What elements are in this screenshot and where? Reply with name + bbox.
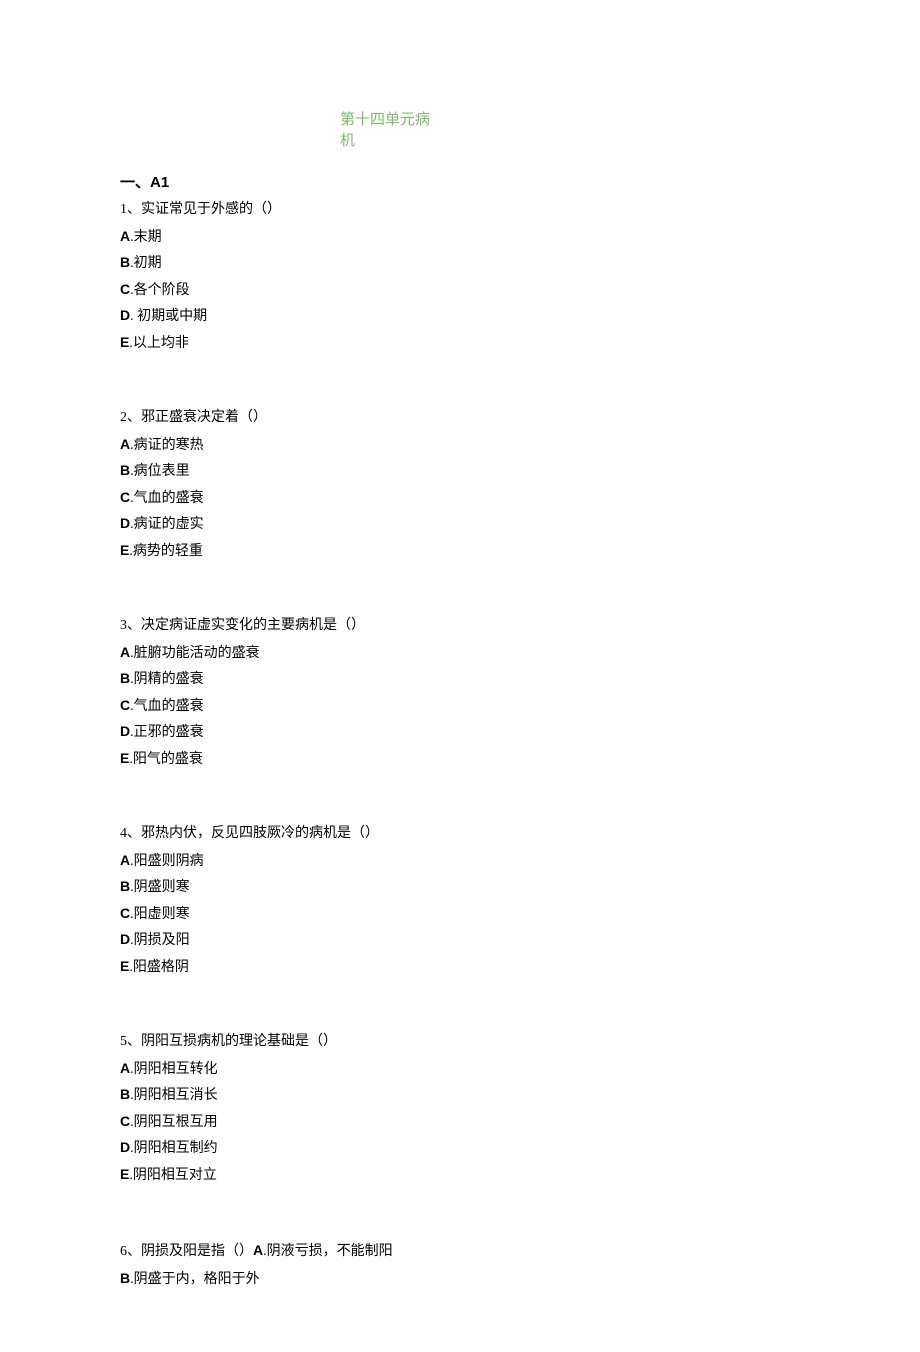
question-stem: 3、决定病证虚实变化的主要病机是（） (120, 614, 800, 639)
title-line-1: 第十四单元病 (340, 110, 480, 131)
option-c: C.阴阳互根互用 (120, 1109, 800, 1136)
option-a: A.病证的寒热 (120, 432, 800, 459)
option-b: B.初期 (120, 250, 800, 277)
question-stem: 5、阴阳互损病机的理论基础是（） (120, 1030, 800, 1055)
option-b: B.病位表里 (120, 458, 800, 485)
question-stem: 4、邪热内伏，反见四肢厥冷的病机是（） (120, 822, 800, 847)
option-a: A.阳盛则阴病 (120, 848, 800, 875)
unit-title: 第十四单元病 机 (340, 110, 480, 152)
option-b: B.阴盛于内，格阳于外 (120, 1266, 800, 1293)
option-a: A.阴阳相互转化 (120, 1056, 800, 1083)
option-d: D.阴损及阳 (120, 927, 800, 954)
question-stem: 1、实证常见于外感的（） (120, 198, 800, 223)
option-a: A.脏腑功能活动的盛衰 (120, 640, 800, 667)
option-d: D.病证的虚实 (120, 511, 800, 538)
section-heading: 一、A1 (120, 170, 800, 196)
question-5: 5、阴阳互损病机的理论基础是（） A.阴阳相互转化 B.阴阳相互消长 C.阴阳互… (120, 1030, 800, 1188)
question-6: 6、阴损及阳是指（）A.阴液亏损，不能制阳 B.阴盛于内，格阳于外 (120, 1238, 800, 1292)
option-b: B.阴盛则寒 (120, 874, 800, 901)
option-a: A.末期 (120, 224, 800, 251)
document-page: 第十四单元病 机 一、A1 1、实证常见于外感的（） A.末期 B.初期 C.各… (0, 0, 920, 1352)
question-1: 1、实证常见于外感的（） A.末期 B.初期 C.各个阶段 D. 初期或中期 E… (120, 198, 800, 356)
question-4: 4、邪热内伏，反见四肢厥冷的病机是（） A.阳盛则阴病 B.阴盛则寒 C.阳虚则… (120, 822, 800, 980)
question-stem: 6、阴损及阳是指（）A.阴液亏损，不能制阳 (120, 1238, 800, 1265)
option-b: B.阴阳相互消长 (120, 1082, 800, 1109)
option-b: B.阴精的盛衰 (120, 666, 800, 693)
option-e: E.以上均非 (120, 330, 800, 357)
option-d: D.阴阳相互制约 (120, 1135, 800, 1162)
option-c: C.阳虚则寒 (120, 901, 800, 928)
question-3: 3、决定病证虚实变化的主要病机是（） A.脏腑功能活动的盛衰 B.阴精的盛衰 C… (120, 614, 800, 772)
option-c: C.气血的盛衰 (120, 485, 800, 512)
option-e: E.阴阳相互对立 (120, 1162, 800, 1189)
option-d: D.正邪的盛衰 (120, 719, 800, 746)
option-d: D. 初期或中期 (120, 303, 800, 330)
option-e: E.阳气的盛衰 (120, 746, 800, 773)
option-c: C.气血的盛衰 (120, 693, 800, 720)
title-line-2: 机 (340, 131, 480, 152)
option-e: E.阳盛格阴 (120, 954, 800, 981)
option-e: E.病势的轻重 (120, 538, 800, 565)
question-stem: 2、邪正盛衰决定着（） (120, 406, 800, 431)
question-2: 2、邪正盛衰决定着（） A.病证的寒热 B.病位表里 C.气血的盛衰 D.病证的… (120, 406, 800, 564)
option-c: C.各个阶段 (120, 277, 800, 304)
